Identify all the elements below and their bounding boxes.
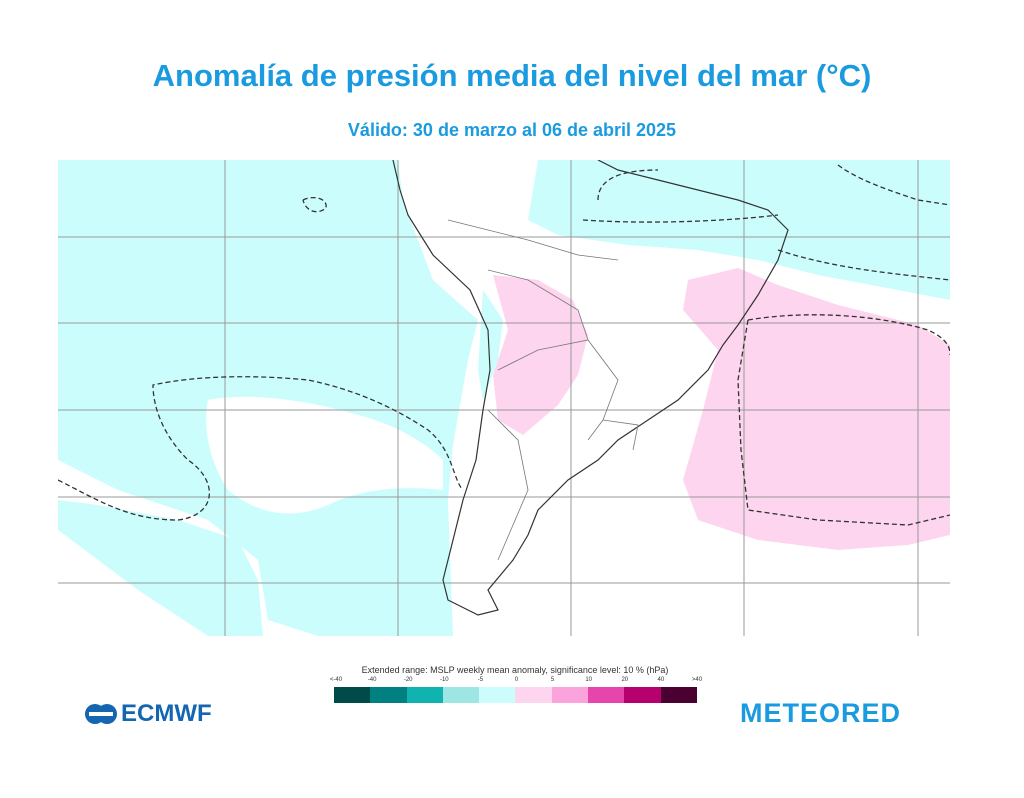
legend-label: <-40 xyxy=(329,677,343,683)
anomaly-map xyxy=(58,160,950,636)
country-borders xyxy=(447,219,639,561)
legend-label: -10 xyxy=(439,677,449,683)
positive-anomaly-region-atlantic xyxy=(683,268,950,550)
legend-swatch xyxy=(588,687,625,703)
legend-label: -5 xyxy=(477,677,484,683)
legend-label: 0 xyxy=(514,677,519,683)
south-america-coastline xyxy=(392,160,789,616)
ecmwf-logo: ECMWF xyxy=(84,700,212,728)
positive-anomaly-region-bolivia xyxy=(493,275,588,435)
negative-anomaly-region-west xyxy=(58,160,478,636)
legend-swatch xyxy=(442,687,480,703)
graticule xyxy=(58,160,950,636)
legend-swatch xyxy=(406,687,443,703)
significance-contours xyxy=(58,164,950,526)
legend-label: -40 xyxy=(367,677,377,683)
legend-swatch xyxy=(334,687,371,703)
ecmwf-logo-icon xyxy=(85,704,117,724)
legend-swatch xyxy=(370,687,407,703)
valid-date-subtitle: Válido: 30 de marzo al 06 de abril 2025 xyxy=(347,120,677,140)
negative-anomaly-region-north xyxy=(528,160,950,300)
legend-swatch xyxy=(660,687,697,703)
negative-anomaly-region-chile xyxy=(478,290,503,400)
ecmwf-logo-text: ECMWF xyxy=(121,700,212,727)
legend-swatch xyxy=(515,687,552,703)
negative-anomaly-region-southwest xyxy=(58,500,263,636)
legend-label: 20 xyxy=(621,677,629,683)
legend-labels: <-40 -40 -20 -10 -5 0 5 10 20 40 >40 xyxy=(330,677,702,687)
meteored-logo: METEORED xyxy=(740,698,902,728)
legend-swatch xyxy=(624,687,661,703)
legend-label: >40 xyxy=(691,677,703,683)
legend-label: 10 xyxy=(585,677,593,683)
legend-label: -20 xyxy=(403,677,413,683)
legend-color-bar xyxy=(334,687,697,703)
legend-title: Extended range: MSLP weekly mean anomaly… xyxy=(361,665,669,675)
legend-swatch xyxy=(551,687,589,703)
legend-label: 5 xyxy=(550,677,555,683)
legend-swatch xyxy=(479,687,516,703)
page-title: Anomalía de presión media del nivel del … xyxy=(152,58,872,93)
legend-label: 40 xyxy=(657,677,665,683)
